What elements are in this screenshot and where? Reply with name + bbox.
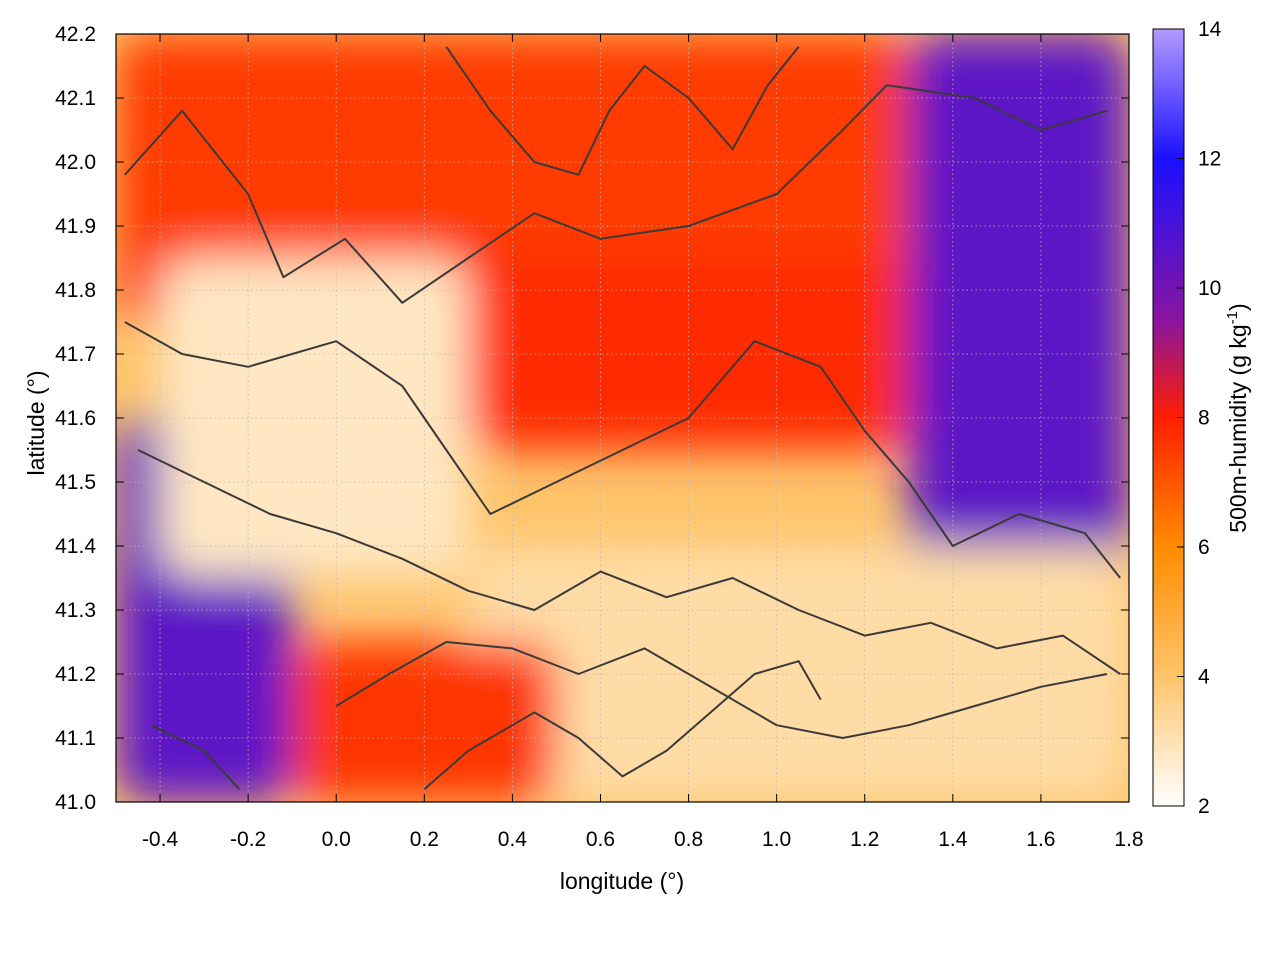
- y-tick-label: 41.3: [55, 599, 96, 622]
- humidity-field: [116, 34, 1129, 802]
- x-axis: -0.4 -0.2 0.0 0.2 0.4 0.6 0.8 1.0 1.2 1.4 1.6 1.8: [142, 34, 1144, 851]
- plot-area: [115, 33, 1130, 803]
- x-tick-label: -0.2: [230, 828, 266, 851]
- x-tick-label: 0.4: [498, 828, 528, 851]
- y-tick-label: 42.0: [55, 151, 96, 174]
- y-axis-label: latitude (°): [23, 370, 49, 475]
- y-tick-label: 42.1: [55, 87, 96, 110]
- x-axis-label: longitude (°): [560, 868, 684, 894]
- y-tick-label: 41.6: [55, 407, 96, 430]
- colorbar-label-superscript: -1: [1224, 311, 1241, 324]
- y-tick-label: 41.7: [55, 343, 96, 366]
- y-axis: 41.0 41.1 41.2 41.3 41.4 41.5 41.6 41.7 41.8 41.9…: [55, 23, 1129, 814]
- colorbar-ticks: 2 4 6 8 10 12 14: [1177, 18, 1222, 818]
- x-tick-label: 1.6: [1026, 828, 1055, 851]
- x-tick-label: 1.4: [938, 828, 968, 851]
- contour-lines: [124, 46, 1121, 790]
- y-tick-label: 41.1: [55, 727, 96, 750]
- x-tick-label: 1.0: [762, 828, 791, 851]
- x-tick-label: 0.0: [322, 828, 351, 851]
- y-tick-label: 41.9: [55, 215, 96, 238]
- contour-line: [124, 321, 1121, 579]
- field-region-southwest-moist: [292, 642, 557, 802]
- colorbar-tick-label: 14: [1198, 18, 1222, 41]
- grid: [116, 34, 1129, 802]
- contour-line: [150, 724, 241, 790]
- y-tick-label: 42.2: [55, 23, 96, 46]
- y-tick-label: 41.4: [55, 535, 96, 558]
- x-tick-label: 0.6: [586, 828, 615, 851]
- y-tick-label: 41.0: [55, 791, 96, 814]
- colorbar-label-main: 500m-humidity (g kg: [1225, 324, 1251, 532]
- x-tick-label: 0.8: [674, 828, 703, 851]
- y-tick-label: 41.2: [55, 663, 96, 686]
- colorbar-tick-label: 8: [1198, 407, 1210, 430]
- colorbar-label: 500m-humidity (g kg-1): [1224, 303, 1251, 532]
- colorbar-tick-label: 4: [1198, 666, 1210, 689]
- colorbar-tick-label: 12: [1198, 148, 1221, 171]
- colorbar-tick-label: 10: [1198, 277, 1221, 300]
- colorbar-tick-label: 2: [1198, 795, 1210, 818]
- x-tick-label: -0.4: [142, 828, 179, 851]
- field-region-eastern-very-moist: [908, 34, 1129, 610]
- colorbar: 2 4 6 8 10 12 14 500m-humidity (g kg-1): [1152, 18, 1251, 818]
- x-tick-label: 1.8: [1114, 828, 1143, 851]
- colorbar-tick-label: 6: [1198, 536, 1210, 559]
- contour-line: [423, 660, 822, 790]
- colorbar-label-suffix: ): [1225, 303, 1251, 311]
- y-tick-label: 41.5: [55, 471, 96, 494]
- y-tick-label: 41.8: [55, 279, 96, 302]
- contour-line: [335, 641, 1108, 739]
- contour-line: [137, 449, 1121, 675]
- x-tick-label: 1.2: [850, 828, 879, 851]
- contour-line: [445, 46, 800, 176]
- contour-line: [124, 84, 1108, 304]
- x-tick-label: 0.2: [410, 828, 439, 851]
